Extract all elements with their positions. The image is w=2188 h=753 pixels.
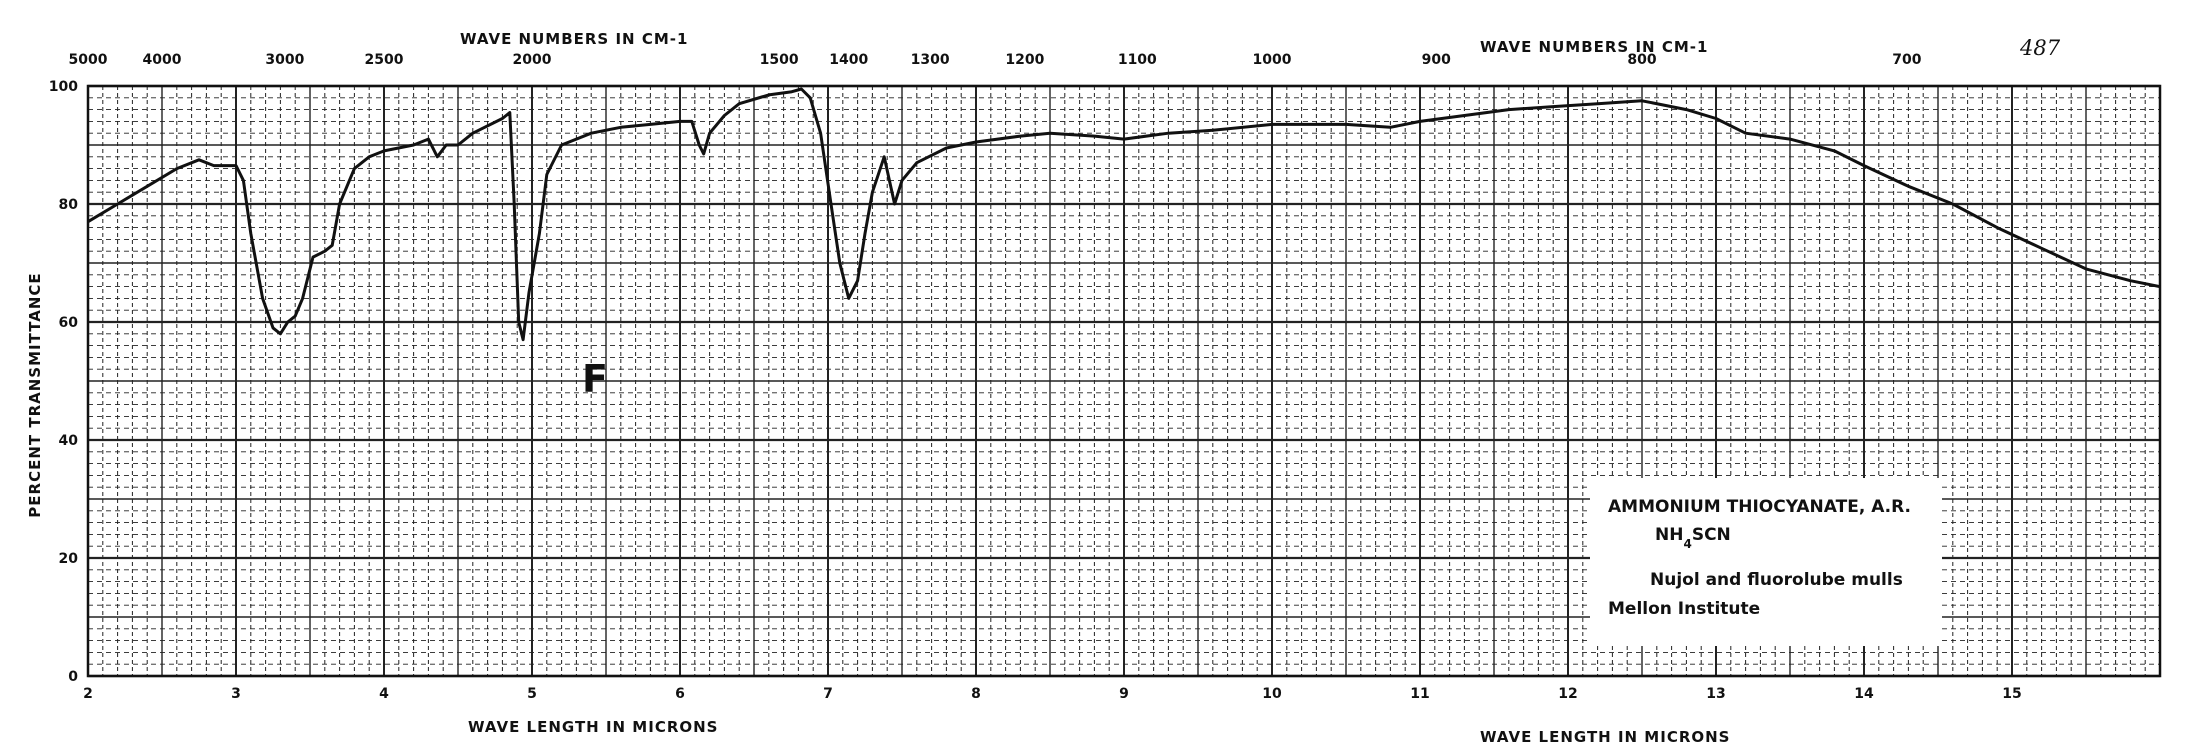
x-tick-label: 2 [83, 686, 93, 702]
x-tick-label: 14 [1854, 686, 1874, 702]
y-tick-label: 100 [49, 79, 78, 95]
spectrum-line [87, 87, 2161, 342]
top-tick-label: 1200 [1005, 52, 1044, 68]
compound-formula: NH4SCN [1655, 525, 1731, 551]
x-tick-label: 5 [527, 686, 537, 702]
sample-mark-f: F [582, 357, 608, 401]
x-tick-label: 4 [379, 686, 389, 702]
x-tick-label: 11 [1410, 686, 1429, 702]
x-tick-label: 13 [1706, 686, 1725, 702]
x-tick-label: 7 [823, 686, 833, 702]
y-axis-title: PERCENT TRANSMITTANCE [26, 272, 44, 517]
compound-name: AMMONIUM THIOCYANATE, A.R. [1608, 497, 1911, 517]
top-tick-label: 2500 [365, 52, 404, 68]
x-tick-label: 10 [1262, 686, 1282, 702]
top-tick-label: 5000 [69, 52, 108, 68]
x-tick-label: 3 [231, 686, 241, 702]
y-tick-label: 80 [59, 197, 79, 213]
axis-ticks: 2 3 4 5 6 7 8 9 10 11 12 13 14 15 5000 4000 3000 2500 2000… [49, 52, 2022, 702]
top-tick-label: 700 [1892, 52, 1921, 68]
top-tick-label: 900 [1422, 52, 1451, 68]
top-tick-label: 1400 [829, 52, 868, 68]
top-tick-label: 1500 [760, 52, 799, 68]
top-tick-label: 800 [1627, 52, 1656, 68]
top-tick-label: 3000 [265, 52, 304, 68]
y-tick-label: 40 [59, 433, 79, 449]
y-tick-label: 60 [59, 315, 79, 331]
plot-frame [86, 84, 2162, 678]
x-tick-label: 12 [1558, 686, 1577, 702]
data-source: Mellon Institute [1608, 599, 1760, 619]
x-tick-label: 9 [1119, 686, 1129, 702]
top-tick-label: 1100 [1118, 52, 1157, 68]
top-axis-title-right: WAVE NUMBERS IN CM-1 [1480, 38, 1708, 56]
x-axis-title-left: WAVE LENGTH IN MICRONS [468, 718, 719, 736]
top-axis-title-left: WAVE NUMBERS IN CM-1 [460, 30, 688, 48]
x-tick-label: 15 [2002, 686, 2021, 702]
compound-annotation: AMMONIUM THIOCYANATE, A.R. NH4SCN Nujol … [1590, 478, 1942, 646]
x-axis-title-right: WAVE LENGTH IN MICRONS [1480, 728, 1731, 746]
top-tick-label: 4000 [143, 52, 182, 68]
page-number: 487 [2019, 36, 2061, 60]
top-tick-label: 2000 [513, 52, 552, 68]
x-tick-label: 6 [675, 686, 685, 702]
y-tick-label: 0 [68, 669, 78, 685]
x-tick-label: 8 [971, 686, 981, 702]
top-tick-label: 1300 [911, 52, 950, 68]
y-tick-label: 20 [59, 551, 79, 567]
sample-preparation: Nujol and fluorolube mulls [1650, 570, 1903, 590]
top-tick-label: 1000 [1253, 52, 1292, 68]
